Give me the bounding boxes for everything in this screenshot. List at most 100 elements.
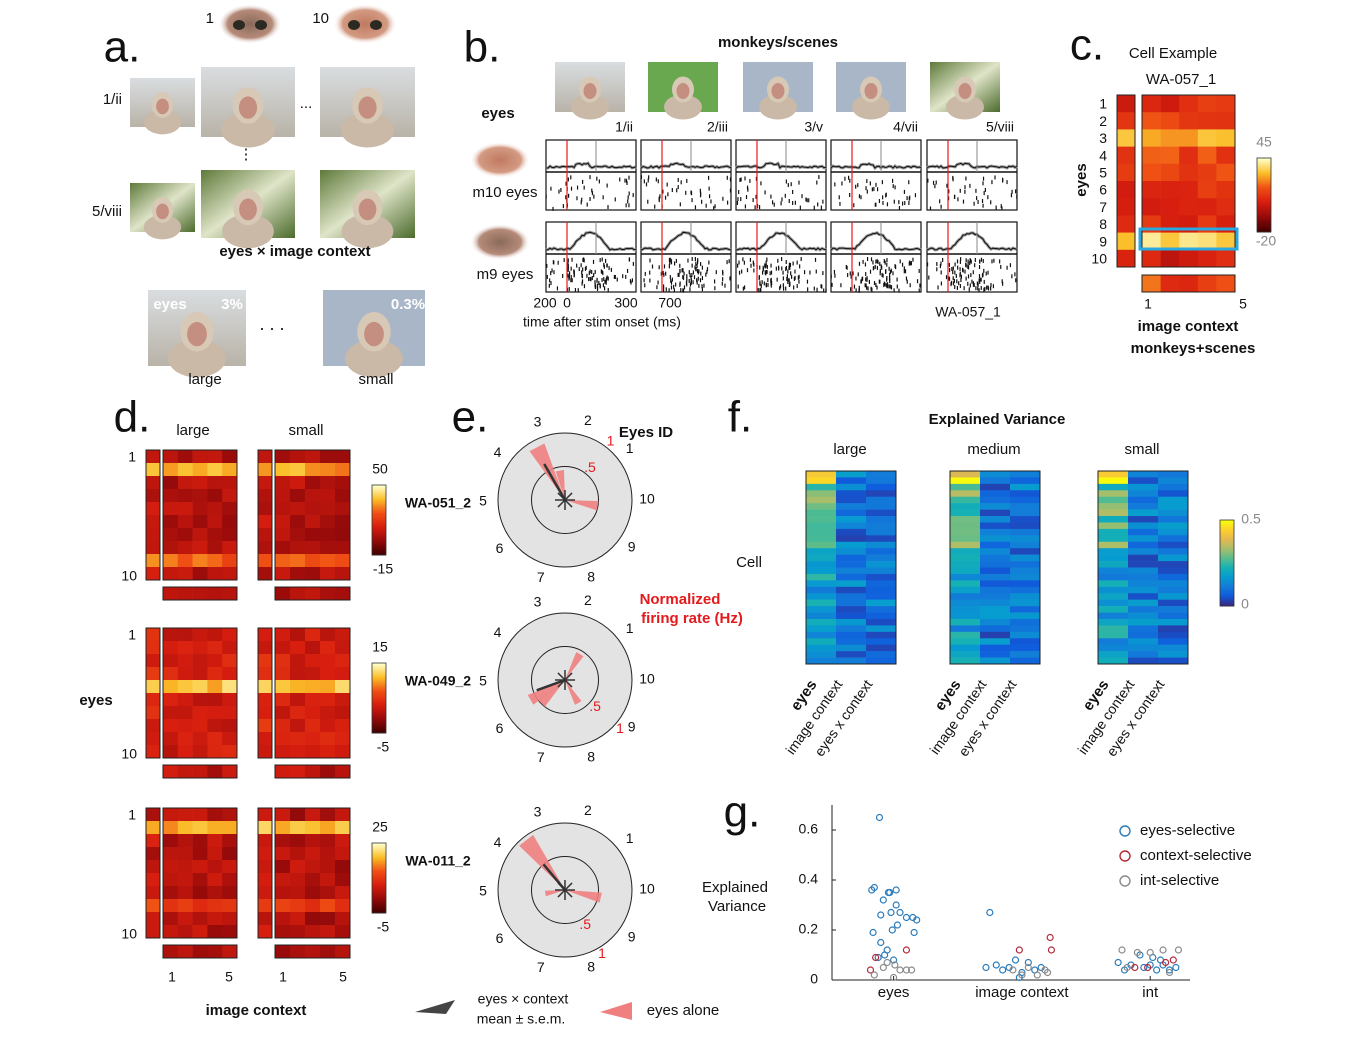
heatmap-cell [806, 554, 837, 562]
heatmap-cell [1098, 548, 1129, 555]
heatmap-cell [980, 554, 1011, 562]
raster-box [926, 139, 1018, 211]
heatmap-cell [207, 945, 223, 959]
heatmap-cell [1098, 657, 1129, 665]
heatmap-cell [192, 654, 208, 668]
radial-tick-label: 1 [616, 720, 624, 736]
heatmap-cell [1128, 548, 1159, 555]
heatmap-cell [290, 719, 306, 733]
heatmap-cell [1160, 129, 1180, 147]
heatmap-cell [177, 706, 193, 720]
heatmap-cell [290, 899, 306, 913]
heatmap-cell [305, 654, 321, 668]
row-label: 10 [121, 746, 137, 762]
colorbar-step [372, 671, 386, 674]
heatmap-cell [163, 628, 179, 642]
heatmap-cell [305, 667, 321, 681]
scatter-point [889, 973, 898, 982]
heatmap-cell [866, 496, 897, 504]
heatmap-cell [146, 489, 161, 503]
size-label: small [358, 371, 393, 388]
heatmap-cell [207, 860, 223, 874]
heatmap-cell [275, 450, 291, 464]
heatmap-cell [1098, 631, 1129, 639]
heatmap-cell [1179, 163, 1199, 182]
heatmap-cell [806, 567, 837, 575]
monkey-body [168, 339, 226, 378]
heatmap-cell [1158, 638, 1189, 645]
colorbar-step [372, 890, 386, 893]
time-tick: 300 [614, 295, 638, 311]
colorbar-step [1220, 545, 1234, 549]
heatmap-cell [275, 886, 291, 900]
heatmap-cell [980, 483, 1011, 491]
heatmap-cell [146, 873, 161, 887]
heatmap-cell [1128, 554, 1159, 562]
heatmap-cell [335, 541, 351, 555]
heatmap-cell [836, 516, 867, 523]
heatmap-cell [222, 860, 238, 874]
heatmap-cell [866, 573, 897, 581]
heatmap-cell [177, 541, 193, 555]
wedge [565, 500, 599, 511]
heatmap-cell [950, 522, 981, 530]
heatmap-cell [177, 732, 193, 746]
colorbar-step [372, 708, 386, 711]
colorbar-step [1220, 550, 1234, 553]
heatmap-cell [290, 654, 306, 668]
heatmap-cell [258, 706, 273, 720]
colorbar-step [1220, 543, 1234, 547]
heatmap-cell [305, 821, 321, 835]
colorbar-step [372, 497, 386, 500]
heatmap-cell [290, 886, 306, 900]
colorbar-step [1257, 182, 1271, 185]
heatmap-cell [163, 641, 179, 655]
heatmap-cell [1158, 657, 1189, 665]
colorbar-step [372, 851, 386, 854]
heatmap-cell [177, 554, 193, 568]
heatmap-cell [192, 680, 208, 694]
heatmap-frame [274, 586, 351, 601]
angle-label: 10 [639, 490, 655, 506]
heatmap-cell [275, 765, 291, 779]
heatmap-cell [320, 899, 336, 913]
axis-label: eyes [1073, 163, 1090, 196]
colorbar-step [1257, 167, 1271, 170]
heatmap-cell [1158, 561, 1189, 568]
heatmap-cell [163, 745, 179, 759]
heatmap-cell [258, 463, 273, 477]
heatmap-cell [163, 808, 179, 822]
heatmap-cell [866, 541, 897, 549]
colorbar-step [1220, 528, 1234, 532]
scatter-point [1146, 948, 1154, 957]
ellipsis: . . . [259, 314, 284, 334]
column-label: 5/viii [986, 119, 1014, 135]
heatmap-cell [320, 719, 336, 733]
heatmap-cell [335, 628, 351, 642]
heatmap-cell [275, 912, 291, 926]
heatmap-cell [1098, 535, 1129, 543]
scatter-point [1118, 946, 1126, 954]
heatmap-cell [258, 641, 273, 655]
heatmap-cell [305, 450, 321, 464]
row-label: 1 [128, 807, 136, 823]
angle-label: 9 [628, 928, 636, 944]
heatmap-cell [207, 641, 223, 655]
heatmap-cell [806, 535, 837, 543]
heatmap-cell [1128, 522, 1159, 530]
eye [255, 20, 267, 30]
heatmap-cell [1179, 181, 1199, 199]
heatmap-cell [980, 573, 1011, 581]
heatmap-cell [207, 476, 223, 490]
heatmap-cell [1098, 483, 1129, 491]
heatmap-cell [950, 567, 981, 575]
monkey-face [156, 98, 169, 115]
heatmap-cell [1216, 181, 1236, 199]
x-tick-label: 5 [1239, 296, 1247, 312]
heatmap-cell [177, 808, 193, 822]
heatmap-cell [1010, 586, 1041, 594]
x-tick-label: int [1142, 984, 1159, 1001]
heatmap-cell [320, 587, 336, 601]
monkey-body [341, 214, 394, 249]
heatmap-cell [146, 654, 161, 668]
